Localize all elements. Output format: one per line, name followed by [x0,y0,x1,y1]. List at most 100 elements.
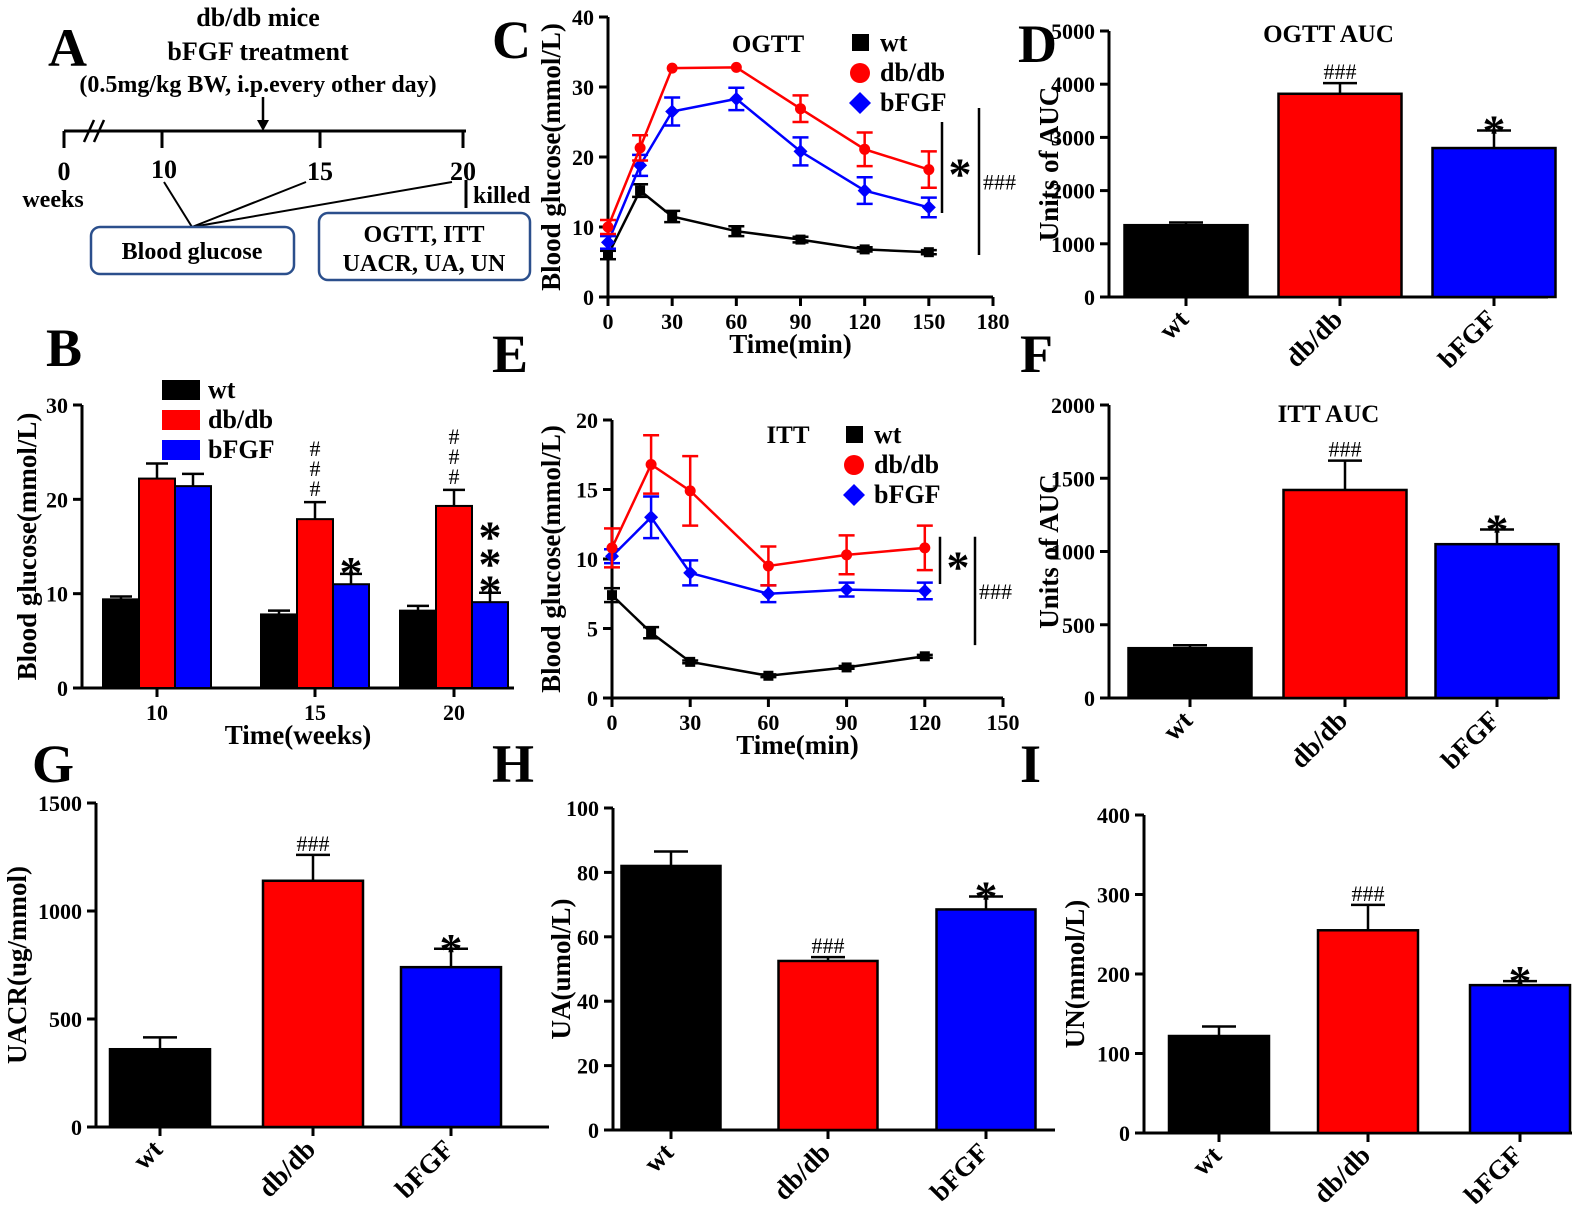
y-tick-label: 2000 [1051,393,1095,418]
timeline-label-10: 10 [151,155,177,184]
bar-db/db [435,504,473,690]
data-point-wt [731,226,742,237]
data-point-dbdb [684,485,696,497]
legend-marker [850,63,870,83]
panel-label-g: G [32,734,74,794]
series-line-bFGF [611,515,925,596]
data-point-dbdb [645,458,657,470]
x-axis-label: Time(min) [729,329,852,359]
data-point-dbdb [602,221,614,233]
bar-1 [1282,488,1408,700]
significance-marker: ### [1324,59,1357,84]
timeline-killed-label: killed [473,183,531,209]
data-point-bfgf [857,183,872,198]
bar-0 [1127,646,1253,700]
data-point-wt [795,234,806,245]
y-tick-label: 500 [49,1007,82,1032]
x-category-label: bFGF [924,1137,994,1207]
x-tick-label: 30 [661,309,683,334]
significance-marker-line: # [310,476,321,501]
bar-2 [1434,542,1560,700]
significance-marker-line: # [449,444,460,469]
data-point-dbdb [666,62,678,74]
legend-label: db/db [880,58,945,87]
significance-marker-line: * [479,539,502,590]
y-axis-label: Blood glucose(mmol/L) [12,413,42,681]
y-tick-label: 15 [576,478,598,503]
chart-title: OGTT AUC [1263,21,1394,48]
x-tick-label: 180 [977,309,1010,334]
bar-bFGF [332,583,370,690]
legend-marker [843,484,865,506]
x-tick-label: 150 [912,309,945,334]
y-axis-label: UACR(ug/mmol) [2,866,32,1064]
data-point-wt [685,656,696,667]
y-tick-label: 0 [1084,686,1095,711]
x-tick-label: 120 [908,710,941,735]
data-point-bfgf [633,158,648,173]
bar-2 [399,965,503,1129]
x-tick-label: 0 [607,710,618,735]
y-tick-label: 30 [572,75,594,100]
y-tick-label: 80 [577,860,599,885]
data-point-wt [635,185,646,196]
data-point-dbdb [730,61,742,73]
y-tick-label: 60 [577,925,599,950]
x-category-label: wt [1153,304,1194,345]
legend-swatch [162,380,200,400]
schematic-title-mice: db/db mice [196,3,320,32]
x-tick-label: 0 [603,309,614,334]
data-point-dbdb [634,142,646,154]
tests-box-line1: OGTT, ITT [364,222,485,248]
data-point-bfgf [839,582,854,597]
bar-db/db [296,518,334,689]
x-category-label: db/db [1284,705,1353,774]
x-category-label: db/db [767,1137,836,1206]
tests-box [317,211,532,282]
y-tick-label: 0 [588,1118,599,1143]
series-line-wt [611,594,925,678]
data-point-dbdb [919,542,931,554]
connector-10 [163,181,193,228]
chart-title: ITT AUC [1278,401,1380,428]
x-tick-label: 120 [848,309,881,334]
legend-label: db/db [208,405,273,434]
y-tick-label: 1000 [38,899,82,924]
y-tick-label: 20 [572,145,594,170]
significance-star: * [949,149,972,200]
data-point-bfgf [761,586,776,601]
x-category-label: bFGF [1435,705,1505,775]
bar-bFGF [174,485,212,690]
x-category-label: wt [1157,705,1198,746]
panel-label-a: A [48,18,87,78]
y-tick-label: 5000 [1051,19,1095,44]
legend-marker [844,455,864,475]
significance-marker: * * * [479,512,502,617]
y-tick-label: 5 [587,617,598,642]
x-axis-label: Time(min) [736,730,859,760]
significance-marker: * [1509,956,1532,1007]
blood-glucose-box-label: Blood glucose [122,239,263,265]
y-tick-label: 400 [1097,803,1130,828]
y-tick-label: 20 [577,1054,599,1079]
timeline-label-15: 15 [307,157,333,186]
y-tick-label: 1000 [1051,540,1095,565]
x-tick-label: 60 [725,309,747,334]
data-point-bfgf [644,510,659,525]
bar-wt [260,613,298,689]
chart-title: ITT [766,422,809,449]
significance-marker: * [440,924,463,975]
x-tick-label: 30 [679,710,701,735]
y-tick-label: 20 [46,487,68,512]
y-axis-label: Units of AUC [1034,474,1064,629]
bar-0 [1123,223,1249,299]
chart-e-itt: 0 5 10 15 20 Blood glucose(mmol/L) 0 30 60 90 120 1… [536,408,1020,760]
data-point-bfgf [683,565,698,580]
y-tick-label: 300 [1097,883,1130,908]
bar-wt [399,609,437,689]
significance-hash: ### [983,170,1016,195]
x-tick-label: 60 [757,710,779,735]
significance-marker: * [1483,105,1506,156]
x-category-label: db/db [1307,1140,1376,1208]
